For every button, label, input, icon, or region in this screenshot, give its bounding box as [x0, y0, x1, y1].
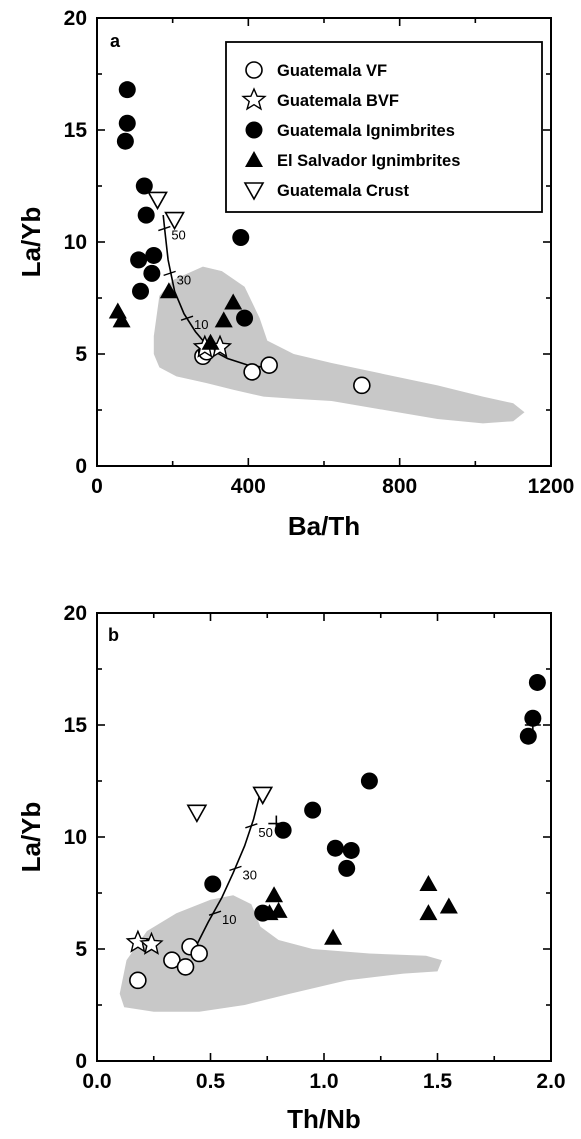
data-point-filled-circle: [119, 81, 136, 98]
data-point-filled-circle: [520, 728, 537, 745]
mixing-percent-label: 10: [222, 912, 236, 927]
data-point-open-circle: [261, 357, 277, 373]
data-point-filled-circle: [529, 674, 546, 691]
data-point-filled-circle: [117, 133, 134, 150]
legend-label: Guatemala Crust: [277, 182, 410, 200]
data-point-filled-circle: [130, 251, 147, 268]
x-tick-label: 1200: [528, 475, 575, 498]
data-point-filled-triangle: [265, 886, 283, 902]
data-point-filled-triangle: [440, 897, 458, 913]
data-point-filled-triangle: [324, 929, 342, 945]
legend-item-guatemala-ignimbrites: Guatemala Ignimbrites: [246, 122, 455, 141]
data-point-filled-triangle: [419, 904, 437, 920]
data-point-filled-circle: [232, 229, 249, 246]
panel-a-letter: a: [110, 31, 121, 51]
mixing-percent-label: 10: [194, 317, 208, 332]
x-tick-label: 1.0: [309, 1070, 338, 1093]
open-circle-icon: [246, 62, 262, 78]
y-tick-label: 15: [64, 714, 88, 737]
panel-a-y-axis-title: La/Yb: [16, 207, 46, 278]
data-point-filled-circle: [343, 842, 360, 859]
data-point-filled-triangle: [419, 875, 437, 891]
x-tick-label: 2.0: [536, 1070, 565, 1093]
y-tick-label: 10: [64, 826, 87, 849]
legend-item-el-salvador-ignimbrites: El Salvador Ignimbrites: [245, 151, 460, 170]
panel-b-x-axis-title: Th/Nb: [287, 1104, 361, 1134]
x-tick-label: 0.0: [82, 1070, 111, 1093]
x-tick-label: 0.5: [196, 1070, 226, 1093]
data-point-filled-circle: [236, 310, 253, 327]
data-point-open-circle: [244, 364, 260, 380]
legend-label: Guatemala BVF: [277, 92, 399, 110]
x-tick-label: 400: [231, 475, 266, 498]
panel-b-mixing-curve-layer: 50 30 10: [197, 792, 273, 944]
y-tick-label: 10: [64, 231, 87, 254]
y-tick-label: 20: [64, 602, 87, 625]
mixing-percent-label: 50: [171, 228, 185, 243]
data-point-open-triangle-down: [254, 787, 272, 803]
data-point-filled-circle: [204, 876, 221, 893]
data-point-filled-circle: [361, 773, 378, 790]
panel-a-x-axis-title: Ba/Th: [288, 511, 360, 541]
y-tick-label: 0: [75, 455, 87, 478]
data-point-open-circle: [178, 959, 194, 975]
mixing-percent-label: 30: [177, 272, 191, 287]
data-point-open-triangle-down: [188, 805, 206, 821]
filled-circle-icon: [246, 122, 263, 139]
mixing-percent-label: 30: [242, 867, 256, 882]
panel-b-y-axis-title: La/Yb: [16, 802, 46, 873]
data-point-filled-circle: [138, 207, 155, 224]
data-point-filled-circle: [132, 283, 149, 300]
legend-label: El Salvador Ignimbrites: [277, 152, 460, 170]
mixing-tick-mark: [164, 271, 176, 275]
y-tick-label: 15: [64, 119, 88, 142]
data-point-open-circle: [130, 972, 146, 988]
panel-b-letter: b: [108, 625, 119, 645]
data-point-filled-circle: [145, 247, 162, 264]
panel-a: 50 30 10 0 5 10 15 20 0 400 800 1200 a Ba/Th La/Y…: [16, 7, 574, 541]
data-point-open-circle: [191, 945, 207, 961]
x-tick-label: 800: [382, 475, 417, 498]
data-point-filled-circle: [304, 802, 321, 819]
legend-label: Guatemala VF: [277, 62, 387, 80]
legend-label: Guatemala Ignimbrites: [277, 122, 455, 140]
panel-b-points-layer: [127, 674, 545, 988]
data-point-open-triangle-down: [166, 213, 184, 229]
x-tick-label: 0: [91, 475, 103, 498]
data-point-open-triangle-down: [149, 192, 167, 208]
y-tick-label: 5: [75, 343, 87, 366]
mixing-percent-label: 50: [258, 825, 272, 840]
data-point-filled-circle: [327, 840, 344, 857]
x-tick-label: 1.5: [423, 1070, 453, 1093]
y-tick-label: 5: [75, 938, 87, 961]
data-point-filled-circle: [338, 860, 355, 877]
data-point-filled-circle: [119, 115, 136, 132]
panel-b-x-axis: 0.0 0.5 1.0 1.5 2.0: [82, 613, 565, 1093]
y-tick-label: 20: [64, 7, 87, 30]
panel-a-legend: Guatemala VF Guatemala BVF Guatemala Ign…: [226, 42, 542, 212]
data-point-filled-circle: [143, 265, 160, 282]
data-point-open-circle: [354, 377, 370, 393]
